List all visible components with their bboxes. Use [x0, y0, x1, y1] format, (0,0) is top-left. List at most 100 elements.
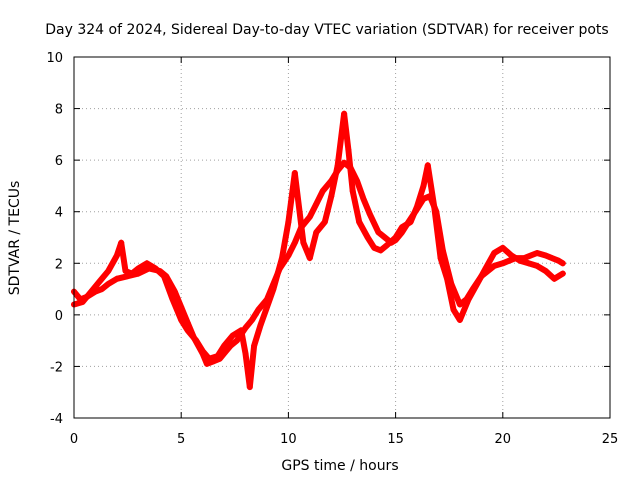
x-tick-label: 25	[602, 432, 619, 447]
data-point	[456, 301, 463, 308]
data-point	[371, 244, 378, 251]
data-point	[193, 337, 200, 344]
data-point	[178, 317, 185, 324]
data-point	[242, 324, 249, 331]
x-axis-label: GPS time / hours	[281, 458, 398, 474]
data-point	[128, 270, 135, 277]
y-tick-label: 2	[55, 257, 63, 272]
data-point	[392, 234, 399, 241]
data-point	[474, 280, 481, 287]
data-point	[341, 110, 348, 117]
data-point	[221, 342, 228, 349]
x-tick-label: 20	[495, 432, 512, 447]
y-tick-label: -4	[50, 412, 63, 427]
y-tick-label: 0	[55, 309, 63, 324]
data-point	[206, 355, 213, 362]
data-point	[263, 304, 270, 311]
data-point	[313, 229, 320, 236]
x-tick-label: 5	[177, 432, 185, 447]
data-point	[534, 249, 541, 256]
data-point	[300, 239, 307, 246]
data-point	[328, 193, 335, 200]
data-point	[88, 288, 95, 295]
data-point	[169, 296, 176, 303]
data-point	[122, 268, 129, 275]
grid-layer	[74, 57, 610, 418]
x-tick-label: 10	[280, 432, 297, 447]
data-point	[203, 360, 210, 367]
y-tick-label: 10	[46, 51, 63, 66]
plot-frame	[73, 56, 611, 419]
data-point	[238, 327, 245, 334]
tick-layer: 0 5 10 15 20 25 -4 -2 0 2 4 6 8 10	[46, 51, 618, 447]
data-point	[178, 304, 185, 311]
data-point	[105, 280, 112, 287]
data-point	[414, 203, 421, 210]
data-point	[257, 322, 264, 329]
data-point	[143, 260, 150, 267]
data-point	[399, 224, 406, 231]
data-point	[152, 265, 159, 272]
data-point	[105, 268, 112, 275]
data-point	[499, 244, 506, 251]
data-point	[118, 239, 125, 246]
data-point	[255, 306, 262, 313]
data-point	[321, 219, 328, 226]
data-point	[270, 286, 277, 293]
data-point	[444, 275, 451, 282]
data-point	[98, 286, 105, 293]
y-tick-label: 8	[55, 103, 63, 118]
data-point	[246, 384, 253, 391]
data-point	[516, 257, 523, 264]
data-point	[407, 219, 414, 226]
data-point	[233, 337, 240, 344]
data-point	[96, 278, 103, 285]
data-point	[525, 260, 532, 267]
data-point	[381, 234, 388, 241]
data-point	[375, 229, 382, 236]
data-point	[135, 265, 142, 272]
data-point	[341, 159, 348, 166]
data-point	[559, 260, 566, 267]
data-point	[424, 162, 431, 169]
data-point	[420, 182, 427, 189]
data-point	[384, 242, 391, 249]
data-point	[242, 350, 249, 357]
data-point	[491, 249, 498, 256]
data-point	[291, 239, 298, 246]
data-point	[248, 317, 255, 324]
data-point	[431, 203, 438, 210]
data-point	[113, 275, 120, 282]
data-point	[313, 200, 320, 207]
data-point	[499, 260, 506, 267]
data-point	[508, 252, 515, 259]
data-point	[366, 211, 373, 218]
data-point	[79, 298, 86, 305]
data-point	[551, 275, 558, 282]
x-tick-label: 0	[70, 432, 78, 447]
data-point	[251, 342, 258, 349]
data-point	[450, 306, 457, 313]
data-point	[285, 219, 292, 226]
y-tick-label: -2	[50, 360, 63, 375]
data-point	[559, 270, 566, 277]
x-tick-label: 15	[387, 432, 404, 447]
data-point	[229, 332, 236, 339]
data-point	[319, 188, 326, 195]
data-point	[542, 252, 549, 259]
data-point	[360, 195, 367, 202]
data-point	[161, 273, 168, 280]
data-point	[482, 265, 489, 272]
chart-title: Day 324 of 2024, Sidereal Day-to-day VTE…	[45, 22, 608, 38]
data-point	[506, 257, 513, 264]
data-point	[214, 353, 221, 360]
data-point	[549, 255, 556, 262]
data-point	[534, 262, 541, 269]
data-point	[113, 252, 120, 259]
data-point	[345, 146, 352, 153]
data-point	[278, 255, 285, 262]
y-tick-label: 4	[55, 206, 63, 221]
data-point	[356, 219, 363, 226]
data-point	[377, 247, 384, 254]
